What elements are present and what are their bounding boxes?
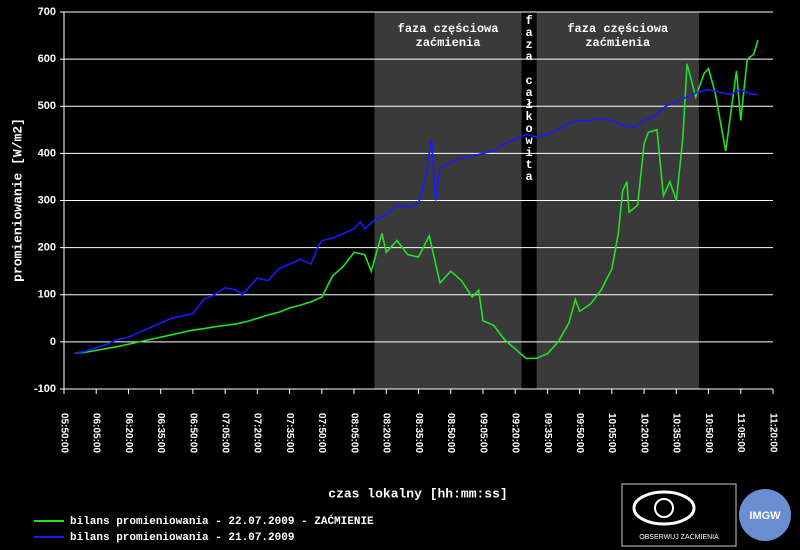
x-tick-label: 10:05:00: [606, 413, 617, 453]
phase-label: faza całkowita: [522, 14, 537, 182]
legend-label: bilans promieniowania - 22.07.2009 - ZAĆ…: [70, 514, 374, 528]
x-tick-label: 07:20:00: [252, 413, 263, 453]
x-tick-label: 09:50:00: [574, 413, 585, 453]
y-tick-label: 300: [38, 194, 56, 206]
x-tick-label: 11:05:00: [735, 413, 746, 453]
phase-label: faza częściowa: [567, 22, 668, 36]
x-tick-label: 07:35:00: [284, 413, 295, 453]
logo-pupil: [654, 498, 674, 518]
x-tick-label: 06:35:00: [155, 413, 166, 453]
logo-text: IMGW: [749, 510, 781, 522]
x-axis-label: czas lokalny [hh:mm:ss]: [328, 486, 507, 501]
x-tick-label: 08:20:00: [381, 413, 392, 453]
y-tick-label: 0: [50, 336, 56, 348]
logo-circle: [739, 489, 791, 541]
x-tick-label: 11:20:00: [767, 413, 778, 453]
x-tick-label: 08:35:00: [413, 413, 424, 453]
x-tick-label: 06:20:00: [123, 413, 134, 453]
x-tick-label: 08:50:00: [445, 413, 456, 453]
y-tick-label: 100: [38, 289, 56, 301]
legend-label: bilans promieniowania - 21.07.2009: [70, 532, 294, 544]
y-tick-label: 500: [38, 100, 56, 112]
series-line: [74, 40, 759, 360]
phase-label: zaćmienia: [416, 36, 481, 50]
x-tick-label: 07:05:00: [219, 413, 230, 453]
x-tick-label: 10:50:00: [703, 413, 714, 453]
y-tick-label: 600: [38, 53, 56, 65]
x-tick-label: 06:05:00: [91, 413, 102, 453]
y-tick-label: 700: [38, 6, 56, 18]
logo-eye: [632, 490, 696, 526]
y-tick-label: 400: [38, 147, 56, 159]
y-tick-label: -100: [34, 383, 56, 395]
x-tick-label: 08:05:00: [348, 413, 359, 453]
logo-text: OBSERWUJ ZAĆMIENIA: [639, 532, 719, 541]
x-tick-label: 10:35:00: [671, 413, 682, 453]
logo-eclipse: OBSERWUJ ZAĆMIENIA: [621, 483, 737, 547]
x-tick-label: 05:50:00: [58, 413, 69, 453]
y-tick-label: 200: [38, 242, 56, 254]
x-tick-label: 06:50:00: [187, 413, 198, 453]
x-tick-label: 09:20:00: [510, 413, 521, 453]
x-tick-label: 09:35:00: [542, 413, 553, 453]
x-tick-label: 07:50:00: [316, 413, 327, 453]
phase-label: faza częściowa: [398, 22, 499, 36]
x-tick-label: 09:05:00: [477, 413, 488, 453]
x-tick-label: 10:20:00: [638, 413, 649, 453]
y-axis-label: promieniowanie [W/m2]: [10, 118, 25, 282]
logo-imgw: IMGW: [739, 489, 791, 541]
series-line: [74, 88, 758, 354]
phase-label: zaćmienia: [585, 36, 650, 50]
